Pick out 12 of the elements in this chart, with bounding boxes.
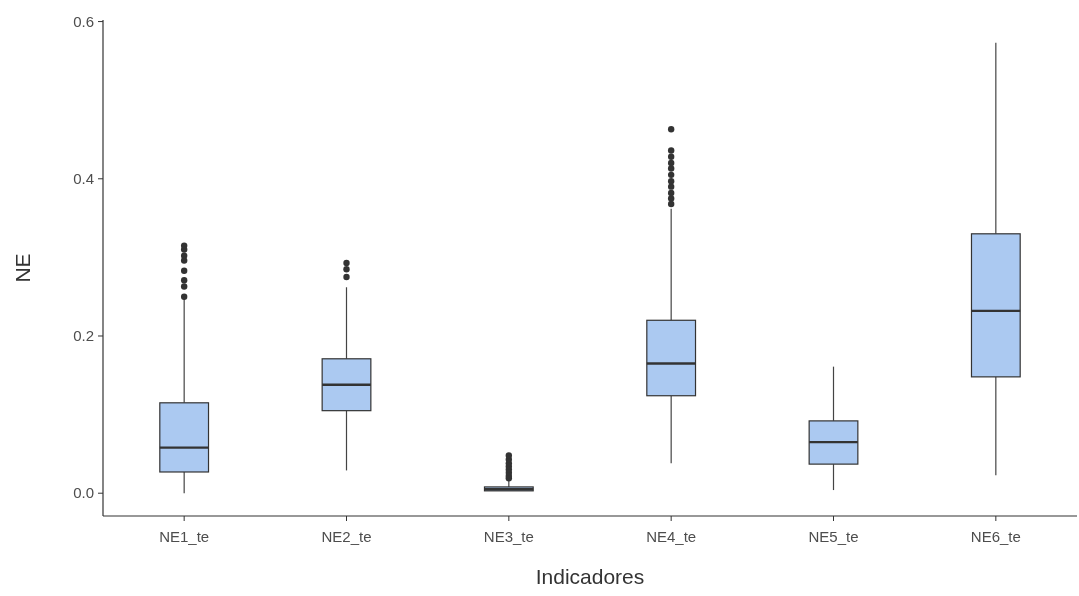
y-tick-label: 0.0 xyxy=(73,484,94,502)
y-tick-label: 0.2 xyxy=(73,327,94,345)
x-tick-label: NE5_te xyxy=(808,528,859,545)
x-tick-label: NE4_te xyxy=(646,528,697,545)
y-axis-title: NE xyxy=(11,253,34,283)
x-tick-label: NE6_te xyxy=(970,528,1021,545)
x-axis-title: Indicadores xyxy=(535,565,645,588)
x-tick-label: NE1_te xyxy=(159,528,210,545)
x-tick-label: NE3_te xyxy=(483,528,534,545)
y-tick-label: 0.4 xyxy=(73,170,94,188)
x-tick-label: NE2_te xyxy=(321,528,372,545)
y-tick-label: 0.6 xyxy=(73,12,94,30)
